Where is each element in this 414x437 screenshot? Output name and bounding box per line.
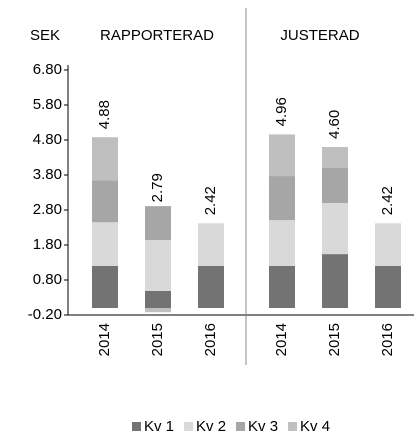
y-tick-label: 1.80 (33, 236, 62, 253)
legend-label: Kv 3 (248, 418, 278, 435)
y-tick-label: -0.20 (28, 306, 62, 323)
group-label: JUSTERAD (280, 27, 359, 44)
bar-segment (92, 222, 118, 266)
y-tick-label: 0.80 (33, 271, 62, 288)
legend-label: Kv 1 (144, 418, 174, 435)
group-label: RAPPORTERAD (100, 27, 214, 44)
legend-label: Kv 2 (196, 418, 226, 435)
bar-segment (269, 266, 295, 308)
x-tick-label: 2015 (326, 323, 343, 356)
bar-segment (322, 254, 348, 308)
total-label: 2.79 (149, 173, 166, 202)
legend-label: Kv 4 (300, 418, 330, 435)
bar-segment (269, 134, 295, 177)
total-label: 4.88 (96, 100, 113, 129)
bar-segment (145, 290, 171, 308)
x-tick-label: 2014 (96, 323, 113, 356)
bar-segment (198, 223, 224, 266)
bar-segment (269, 176, 295, 221)
bar-segment (145, 240, 171, 291)
y-tick-label: 2.80 (33, 201, 62, 218)
y-tick-label: 3.80 (33, 166, 62, 183)
bar-segment (145, 308, 171, 313)
x-tick-label: 2015 (149, 323, 166, 356)
x-tick-label: 2014 (273, 323, 290, 356)
total-label: 4.96 (273, 97, 290, 126)
bar-segment (145, 206, 171, 241)
bar-segment (322, 147, 348, 168)
legend-swatch (236, 422, 246, 431)
bar-segment (92, 137, 118, 181)
y-axis-label: SEK (30, 27, 60, 44)
bar-segment (375, 266, 401, 308)
bar-segment (92, 266, 118, 308)
total-label: 2.42 (202, 186, 219, 215)
legend-swatch (184, 422, 194, 431)
bar-segment (92, 180, 118, 223)
y-tick-label: 6.80 (33, 61, 62, 78)
bar-segment (322, 203, 348, 255)
x-tick-label: 2016 (379, 323, 396, 356)
y-tick-label: 4.80 (33, 131, 62, 148)
bar-segment (322, 168, 348, 203)
bar-segment (269, 220, 295, 266)
bar-segment (198, 266, 224, 308)
total-label: 4.60 (326, 110, 343, 139)
y-tick-label: 5.80 (33, 96, 62, 113)
x-tick-label: 2016 (202, 323, 219, 356)
bar-segment (375, 223, 401, 266)
legend-swatch (132, 422, 141, 431)
legend-swatch (288, 422, 298, 431)
total-label: 2.42 (379, 186, 396, 215)
